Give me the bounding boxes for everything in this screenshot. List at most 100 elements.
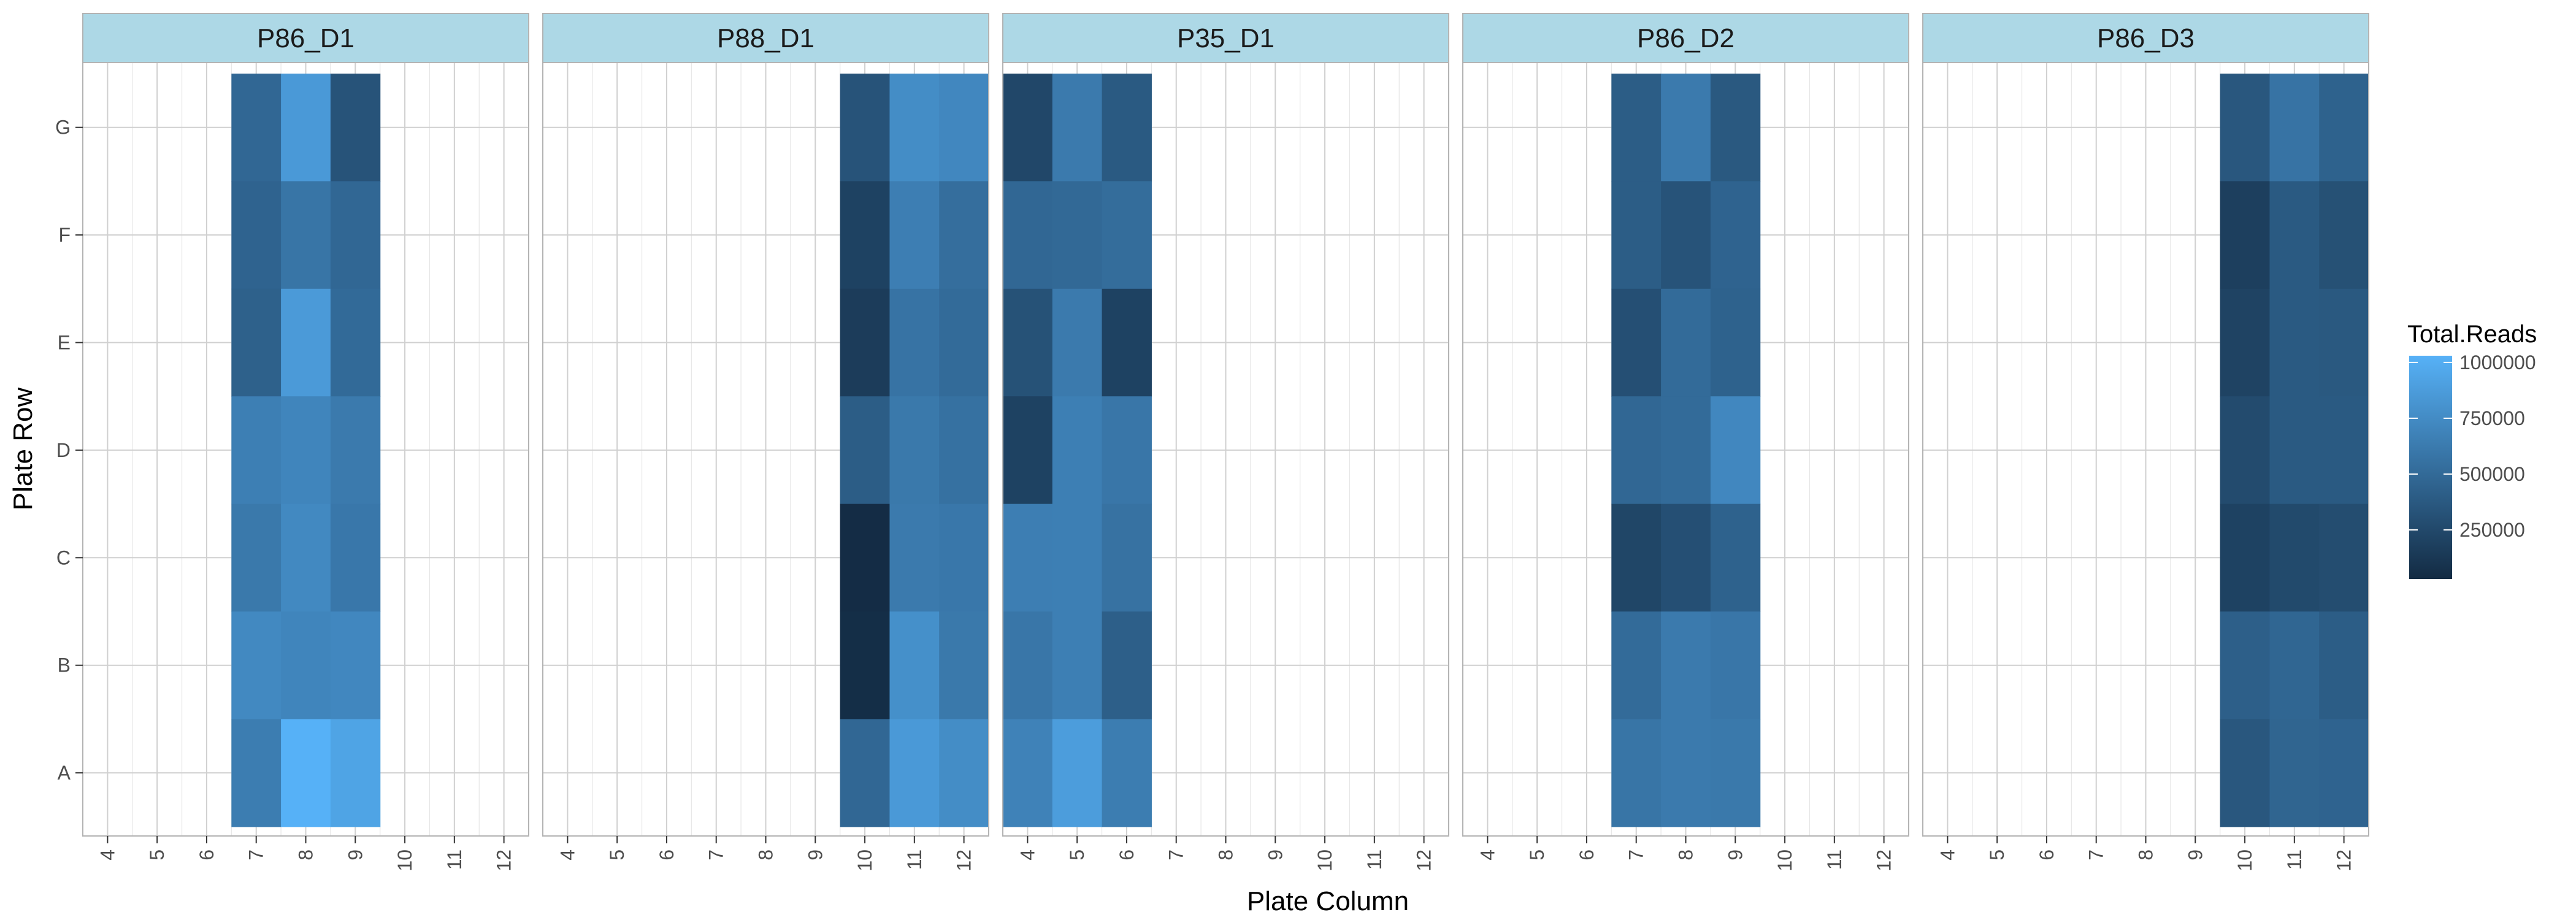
heatmap-tile bbox=[231, 396, 282, 505]
heatmap-tile bbox=[939, 181, 989, 289]
x-tick-label: 8 bbox=[755, 849, 777, 861]
heatmap-tile bbox=[1710, 181, 1761, 289]
heatmap-tile bbox=[231, 504, 282, 612]
x-tick-label: 11 bbox=[1823, 849, 1846, 870]
heatmap-tile bbox=[330, 288, 381, 397]
heatmap-tile bbox=[231, 181, 282, 289]
heatmap-tile bbox=[1102, 181, 1152, 289]
heatmap-tile bbox=[1102, 611, 1152, 719]
heatmap-tile bbox=[2220, 288, 2271, 397]
heatmap-tile bbox=[330, 181, 381, 289]
facet-strip bbox=[1462, 13, 1909, 63]
heatmap-tile bbox=[1102, 504, 1152, 612]
heatmap-tile bbox=[1710, 396, 1761, 505]
heatmap-tile bbox=[1611, 74, 1662, 182]
x-tick-label: 5 bbox=[1066, 849, 1088, 861]
heatmap-tile bbox=[2220, 611, 2271, 719]
x-tick-label: 6 bbox=[1576, 849, 1598, 861]
heatmap-tile bbox=[1052, 181, 1103, 289]
heatmap-tile bbox=[2220, 74, 2271, 182]
facet-panel: P35_D1 4 5 6 7 8 9 10 11 12 bbox=[1002, 13, 1449, 872]
heatmap-tile bbox=[1003, 504, 1053, 612]
x-tick-label: 9 bbox=[344, 849, 366, 861]
y-axis-title: Plate Row bbox=[8, 388, 38, 511]
y-tick-label: D bbox=[56, 439, 71, 461]
facet-strip-label: P86_D2 bbox=[1637, 23, 1735, 53]
heatmap-tile bbox=[840, 181, 891, 289]
legend-colorbar bbox=[2409, 356, 2452, 579]
heatmap-tile bbox=[1003, 719, 1053, 827]
heatmap-tile bbox=[281, 504, 331, 612]
facet-panel: P86_D2 4 5 6 7 8 9 10 11 12 bbox=[1462, 13, 1909, 872]
x-tick-label: 10 bbox=[394, 849, 416, 872]
x-tick-label: 7 bbox=[1625, 849, 1647, 861]
heatmap-tile bbox=[2269, 288, 2320, 397]
heatmap-tile bbox=[889, 504, 940, 612]
x-tick-label: 5 bbox=[1986, 849, 2008, 861]
heatmap-tile bbox=[2269, 611, 2320, 719]
facet-strip bbox=[1922, 13, 2369, 63]
heatmap-tile bbox=[889, 611, 940, 719]
heatmap-tile bbox=[2319, 504, 2369, 612]
heatmap-tile bbox=[281, 74, 331, 182]
y-tick-label: C bbox=[56, 546, 71, 569]
heatmap-tile bbox=[281, 611, 331, 719]
heatmap-tile bbox=[2269, 181, 2320, 289]
heatmap-tile bbox=[1710, 504, 1761, 612]
x-tick-label: 6 bbox=[2036, 849, 2058, 861]
heatmap-tile bbox=[330, 396, 381, 505]
x-tick-label: 10 bbox=[2234, 849, 2256, 872]
heatmap-tile bbox=[1710, 74, 1761, 182]
heatmap-tile bbox=[281, 181, 331, 289]
x-tick-label: 6 bbox=[656, 849, 678, 861]
heatmap-tile bbox=[2319, 719, 2369, 827]
x-tick-label: 5 bbox=[1526, 849, 1548, 861]
heatmap-tile bbox=[939, 288, 989, 397]
heatmap-tile bbox=[231, 74, 282, 182]
x-tick-label: 9 bbox=[1724, 849, 1746, 861]
x-tick-label: 10 bbox=[1314, 849, 1336, 872]
x-tick-label: 11 bbox=[1363, 849, 1386, 870]
heatmap-tile bbox=[281, 719, 331, 827]
heatmap-tile bbox=[1710, 611, 1761, 719]
heatmap-tile bbox=[2319, 396, 2369, 505]
heatmap-tile bbox=[840, 611, 891, 719]
legend-label: 250000 bbox=[2459, 519, 2525, 541]
x-tick-label: 5 bbox=[146, 849, 168, 861]
heatmap-tile bbox=[1661, 396, 1711, 505]
x-tick-label: 9 bbox=[2184, 849, 2206, 861]
y-tick-label: A bbox=[58, 762, 71, 784]
heatmap-tile bbox=[281, 396, 331, 505]
legend-label: 1000000 bbox=[2459, 351, 2536, 374]
heatmap-tile bbox=[1710, 288, 1761, 397]
heatmap-tile bbox=[1003, 181, 1053, 289]
x-tick-label: 12 bbox=[493, 849, 515, 872]
heatmap-tile bbox=[939, 396, 989, 505]
heatmap-tile bbox=[939, 504, 989, 612]
x-tick-label: 11 bbox=[903, 849, 926, 870]
heatmap-tile bbox=[1052, 611, 1103, 719]
x-tick-label: 8 bbox=[1215, 849, 1237, 861]
heatmap-tile bbox=[1661, 74, 1711, 182]
heatmap-tile bbox=[2220, 719, 2271, 827]
x-tick-label: 4 bbox=[556, 849, 578, 861]
x-tick-label: 11 bbox=[2283, 849, 2306, 870]
heatmap-tile bbox=[231, 611, 282, 719]
heatmap-tile bbox=[840, 504, 891, 612]
x-tick-label: 8 bbox=[2135, 849, 2157, 861]
heatmap-tile bbox=[1003, 611, 1053, 719]
heatmap-tile bbox=[1661, 181, 1711, 289]
x-tick-label: 6 bbox=[196, 849, 218, 861]
heatmap-tile bbox=[939, 719, 989, 827]
heatmap-tile bbox=[231, 288, 282, 397]
heatmap-tile bbox=[2319, 611, 2369, 719]
heatmap-tile bbox=[1661, 504, 1711, 612]
heatmap-tile bbox=[2269, 396, 2320, 505]
heatmap-tile bbox=[840, 719, 891, 827]
facet-strip bbox=[1002, 13, 1449, 63]
heatmap-tile bbox=[2319, 181, 2369, 289]
facet-strip bbox=[542, 13, 989, 63]
heatmap-tile bbox=[330, 504, 381, 612]
